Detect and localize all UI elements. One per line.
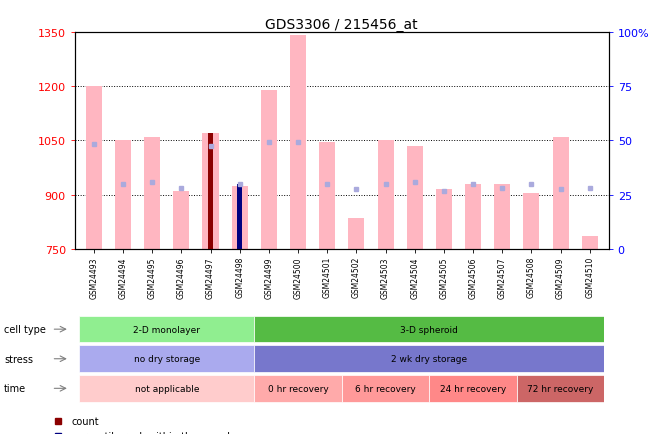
Bar [261,90,277,250]
Bar [553,138,568,250]
Bar [582,237,598,250]
Text: not applicable: not applicable [135,384,199,393]
Bar [79,345,255,372]
Bar [494,184,510,250]
Bar [255,345,604,372]
Bar [255,375,342,402]
Text: 2 wk dry storage: 2 wk dry storage [391,355,467,363]
Text: 0 hr recovery: 0 hr recovery [268,384,328,393]
Bar [202,134,219,250]
Bar [208,134,213,250]
Text: no dry storage: no dry storage [133,355,200,363]
Bar [79,375,255,402]
Bar [79,316,255,343]
Text: 3-D spheroid: 3-D spheroid [400,325,458,334]
Text: stress: stress [4,354,33,364]
Text: percentile rank within the sample: percentile rank within the sample [72,431,236,434]
Bar [523,194,540,250]
Bar [86,87,102,250]
Bar [255,316,604,343]
Bar [144,138,160,250]
Text: 24 hr recovery: 24 hr recovery [440,384,506,393]
Bar [378,141,394,250]
Text: 2-D monolayer: 2-D monolayer [133,325,201,334]
Bar [290,36,306,250]
Bar [517,375,604,402]
Text: 72 hr recovery: 72 hr recovery [527,384,594,393]
Bar [237,184,242,250]
Bar [348,219,365,250]
Bar [319,143,335,250]
Bar [115,141,131,250]
Text: cell type: cell type [4,325,46,334]
Bar [465,184,481,250]
Bar [429,375,517,402]
Title: GDS3306 / 215456_at: GDS3306 / 215456_at [266,17,418,32]
Text: time: time [4,384,26,393]
Bar [232,186,247,250]
Text: 6 hr recovery: 6 hr recovery [355,384,416,393]
Bar [407,146,422,250]
Bar [436,190,452,250]
Text: count: count [72,416,99,426]
Bar [173,192,189,250]
Bar [342,375,429,402]
